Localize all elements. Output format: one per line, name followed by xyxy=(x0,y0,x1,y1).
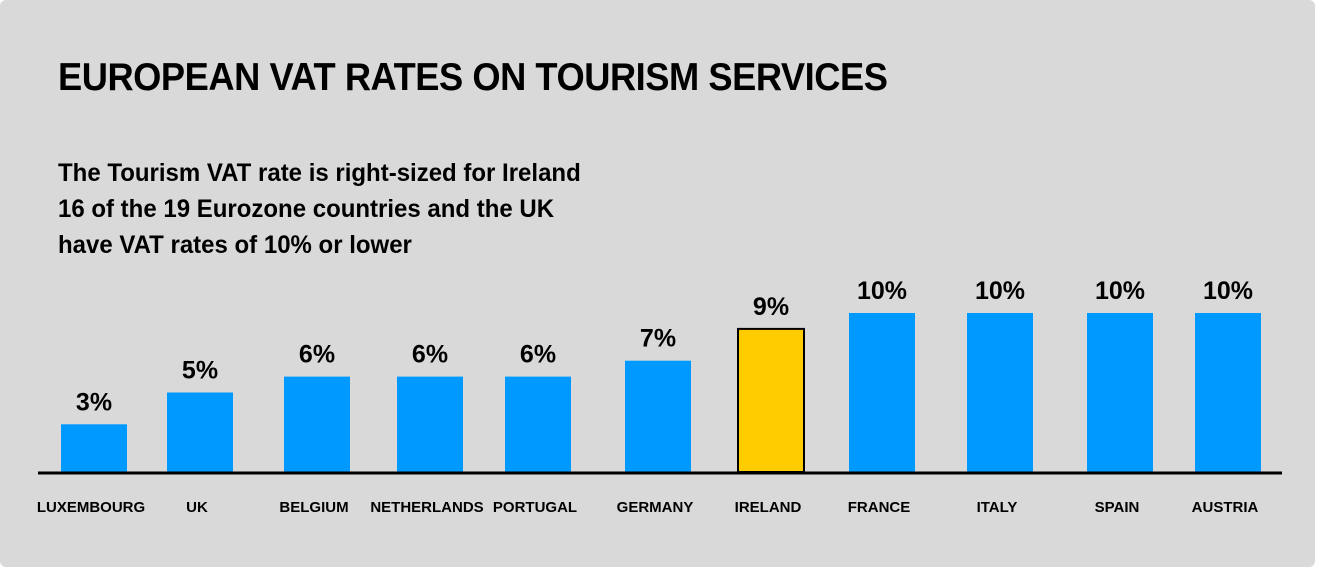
value-label-spain: 10% xyxy=(1095,277,1145,305)
chart-subtitle: The Tourism VAT rate is right-sized for … xyxy=(58,155,581,263)
bar-france xyxy=(849,313,915,472)
subtitle-line-1: The Tourism VAT rate is right-sized for … xyxy=(58,159,581,187)
value-label-netherlands: 6% xyxy=(412,341,448,369)
value-label-portugal: 6% xyxy=(520,341,556,369)
value-label-germany: 7% xyxy=(640,325,676,353)
category-label-luxembourg: LUXEMBOURG xyxy=(37,499,145,516)
value-label-austria: 10% xyxy=(1203,277,1253,305)
category-label-ireland: IRELAND xyxy=(735,499,802,516)
category-label-austria: AUSTRIA xyxy=(1192,499,1259,516)
value-label-uk: 5% xyxy=(182,357,218,385)
value-label-france: 10% xyxy=(857,277,907,305)
category-label-italy: ITALY xyxy=(977,499,1018,516)
category-label-germany: GERMANY xyxy=(617,499,694,516)
bar-italy xyxy=(967,313,1033,472)
bar-belgium xyxy=(284,376,350,472)
bar-austria xyxy=(1195,313,1261,472)
bar-netherlands xyxy=(397,376,463,472)
bar-uk xyxy=(167,392,233,472)
bar-portugal xyxy=(505,376,571,472)
bar-spain xyxy=(1087,313,1153,472)
chart-title: EUROPEAN VAT RATES ON TOURISM SERVICES xyxy=(58,56,888,99)
category-label-uk: UK xyxy=(186,499,208,516)
subtitle-line-3: have VAT rates of 10% or lower xyxy=(58,231,412,259)
bar-luxembourg xyxy=(61,424,127,472)
value-label-belgium: 6% xyxy=(299,341,335,369)
category-label-belgium: BELGIUM xyxy=(279,499,348,516)
value-label-luxembourg: 3% xyxy=(76,388,112,416)
category-label-portugal: PORTUGAL xyxy=(493,499,577,516)
value-label-ireland: 9% xyxy=(753,293,789,321)
bar-ireland xyxy=(737,327,805,473)
category-label-france: FRANCE xyxy=(848,499,911,516)
category-label-spain: SPAIN xyxy=(1095,499,1140,516)
value-label-italy: 10% xyxy=(975,277,1025,305)
category-label-netherlands: NETHERLANDS xyxy=(370,499,483,516)
bar-germany xyxy=(625,360,691,472)
subtitle-line-2: 16 of the 19 Eurozone countries and the … xyxy=(58,195,555,223)
